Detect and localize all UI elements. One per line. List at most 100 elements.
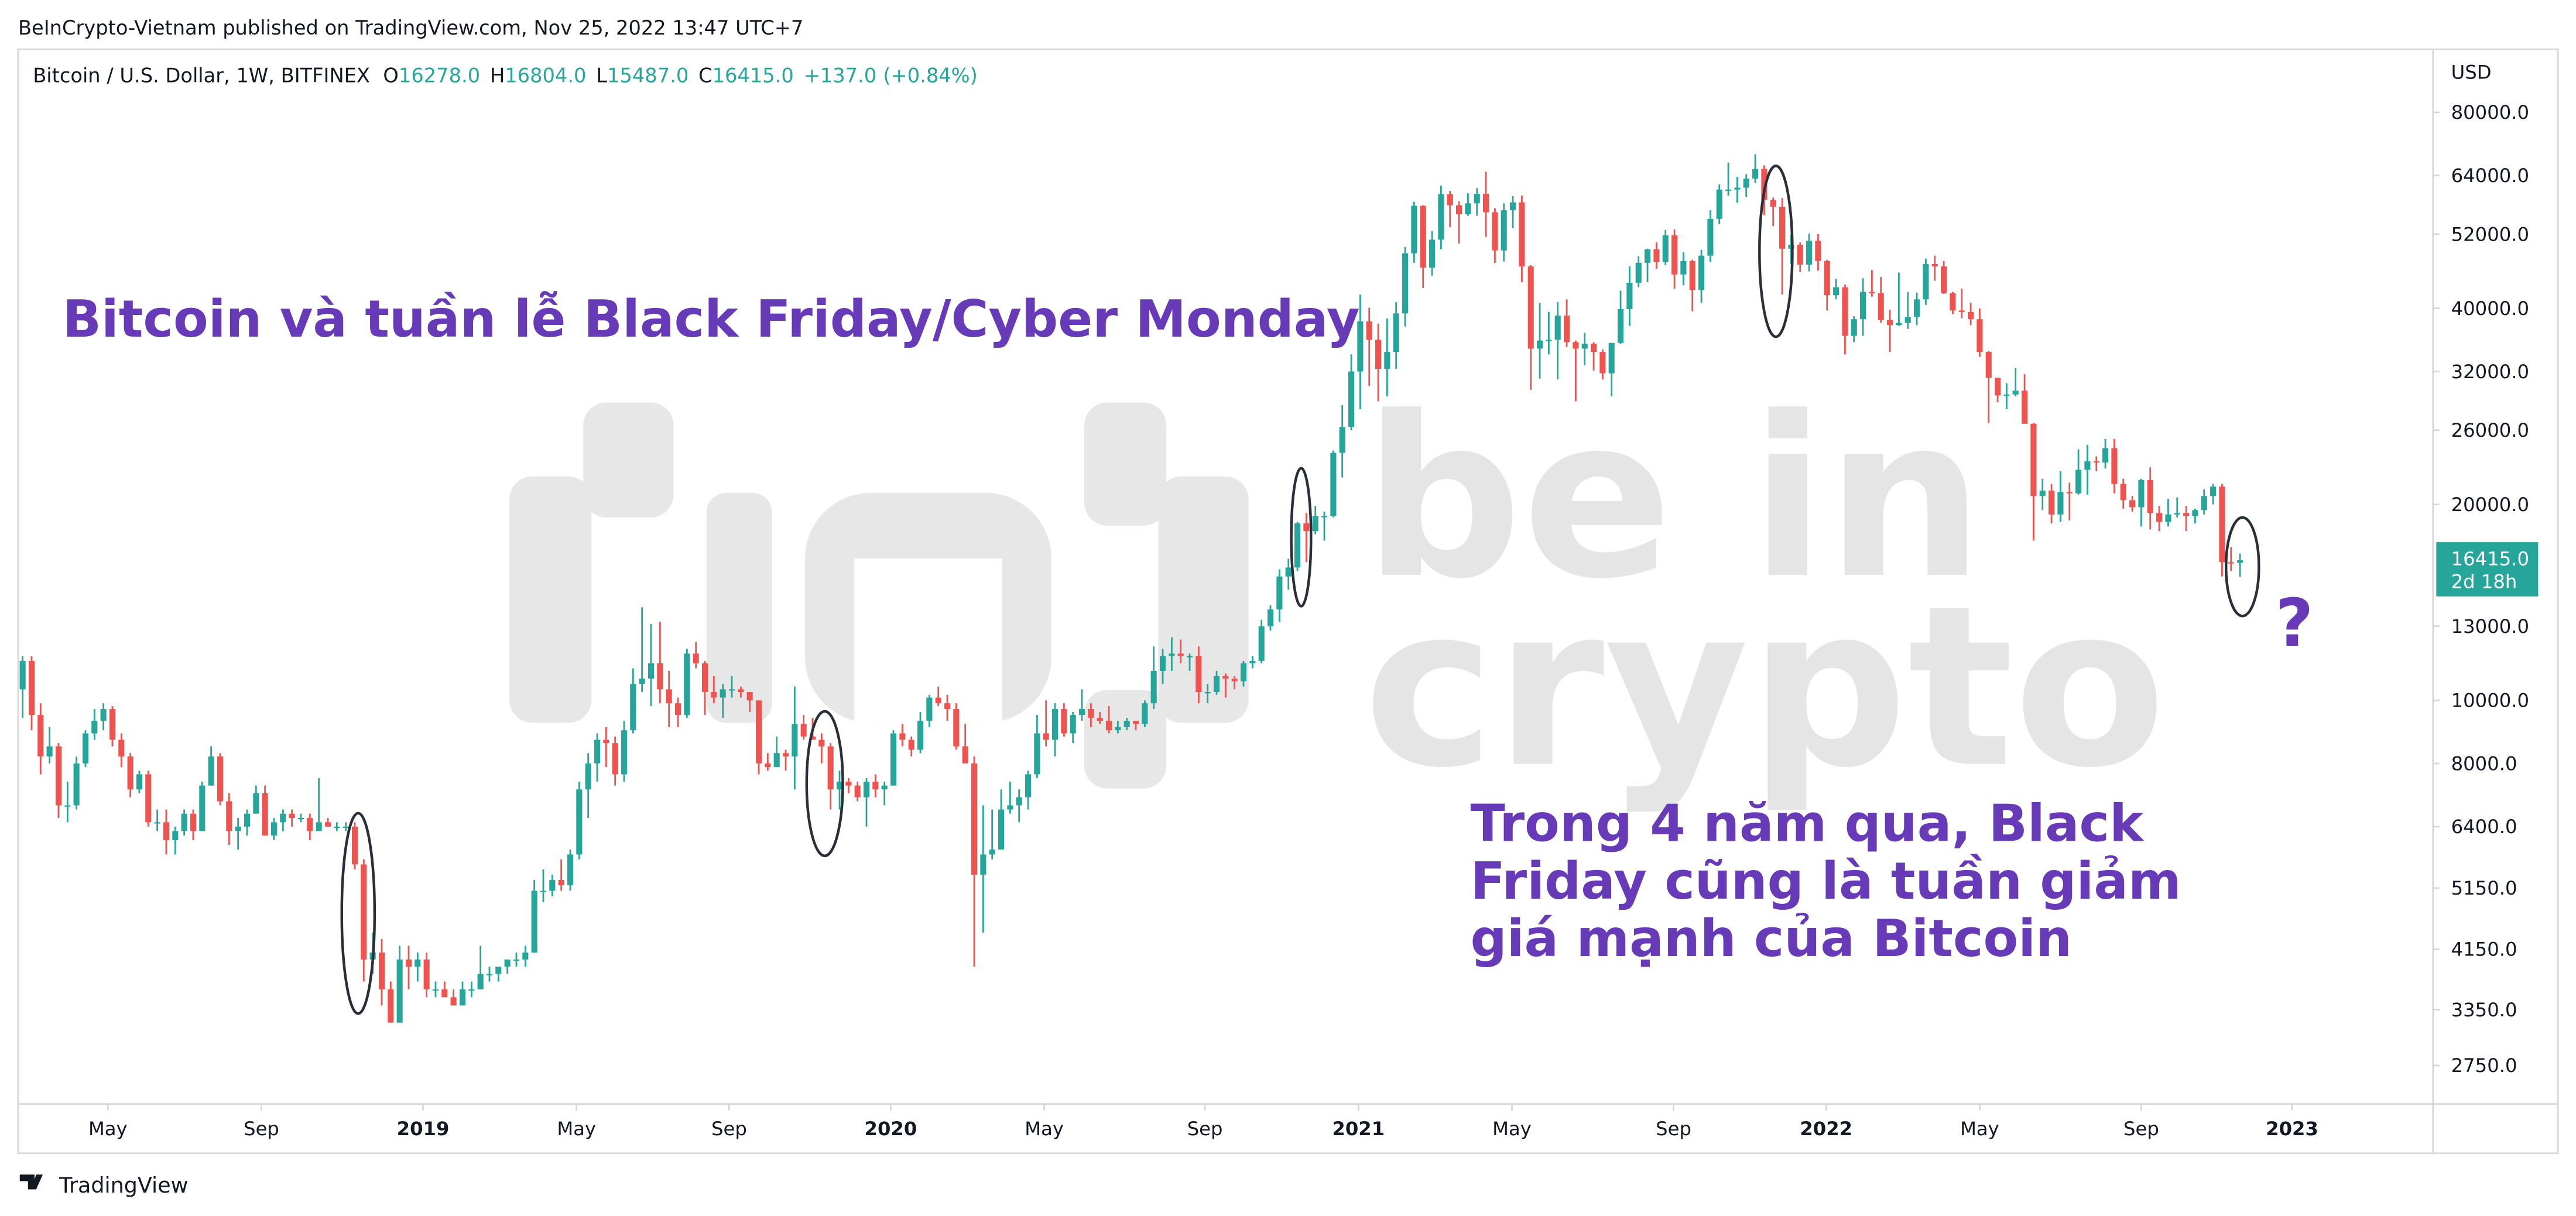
candle-body [666,689,672,704]
candle-body [962,746,968,764]
candle-body [971,763,978,875]
candle-body [217,756,224,801]
candle-body [1770,200,1776,207]
candle-body [244,813,251,827]
candle-body [792,724,798,757]
x-tick-label: Sep [1187,1118,1223,1140]
candle-body [1438,194,1444,240]
candle-body [172,831,179,841]
candle-body [235,826,241,831]
chart-title: Bitcoin và tuần lễ Black Friday/Cyber Mo… [63,289,1360,349]
candle-body [549,879,556,891]
candle-body [2129,500,2136,508]
highlight-ellipses [340,165,2260,1015]
ohlc-key: L [596,64,607,87]
annotation: giá mạnh của Bitcoin [1470,909,2072,968]
highlight-ellipse [1290,467,1313,608]
candle-body [711,692,717,698]
candle-body [1294,523,1301,568]
symbol: Bitcoin / U.S. Dollar, 1W, BITFINEX [33,64,370,87]
candle-body [1734,187,1741,190]
candle-body [1591,344,1597,352]
candle-body [1536,340,1543,349]
candle-body [603,739,609,744]
x-tick-label: May [557,1118,596,1140]
published-note: BeInCrypto-Vietnam published on TradingV… [18,16,803,39]
candle-body [1078,709,1085,715]
y-tick-label: 5150.0 [2451,877,2517,899]
candle-body [1626,282,1633,309]
candle-body [109,709,116,740]
candle-body [55,746,62,806]
candle-body [2030,423,2037,496]
x-tick-label: Sep [711,1118,747,1140]
candle-body [2022,391,2028,424]
candle-body [1716,189,1722,219]
candle-body [657,663,663,690]
ohlc-value: 16804.0 [505,64,586,87]
x-tick-label: 2020 [865,1118,917,1140]
candle-body [1958,310,1965,312]
candle-body [926,697,933,721]
candle-body [253,793,259,814]
candle-body [881,785,888,790]
candle-body [755,700,762,764]
candle-body [917,721,924,750]
y-tick-label: 26000.0 [2451,419,2529,441]
candle-body [351,826,358,865]
candle-body [2093,461,2099,463]
candle-body [2075,470,2082,494]
candle-body [19,660,26,690]
watermark-text: be in [1364,369,1984,628]
candle-body [226,801,232,831]
question-mark: ? [2275,585,2313,662]
candle-body [262,793,268,836]
candle-body [2003,394,2010,396]
candle-body [1689,261,1695,290]
candle-body [405,959,412,967]
ohlc-value: 16278.0 [399,64,480,87]
logo-bracket-left [509,476,592,723]
x-tick-label: May [1492,1118,1532,1140]
candle-body [145,774,152,823]
ohlc-key: C [698,64,712,87]
candle-body [818,739,825,746]
logo-i [706,492,772,723]
candle-body [845,782,852,786]
highlight-ellipse [340,811,376,1015]
candle-body [1025,774,1032,797]
candle-body [1159,656,1166,671]
change-value: +137.0 [804,64,877,87]
candle-body [118,739,125,757]
candle-body [1985,352,1992,378]
candle-body [2039,490,2046,496]
candle-body [2102,448,2109,463]
candle-body [1375,340,1382,369]
candle-body [181,813,187,831]
candle-body [1797,245,1803,265]
candle-body [1465,203,1471,214]
candle-body [1115,727,1121,731]
candle-body [621,730,628,775]
candle-body [1043,733,1049,740]
candle-body [1923,263,1929,300]
candle-body [297,818,304,820]
candle-body [1186,656,1193,657]
candle-body [1455,205,1462,214]
candle-body [127,756,133,790]
candle-body [396,959,403,1023]
candle-body [73,763,80,806]
candle-body [1267,609,1274,626]
candle-body [980,854,986,875]
candle-body [1501,210,1507,251]
candle-body [1339,427,1345,453]
candle-body [208,756,214,786]
candle-body [441,989,448,998]
candle-body [1968,311,1974,320]
candle-body [28,660,35,715]
candle-body [693,653,699,664]
candle-body [2084,461,2091,470]
candle-body [1878,293,1884,320]
candle-body [1285,567,1292,577]
